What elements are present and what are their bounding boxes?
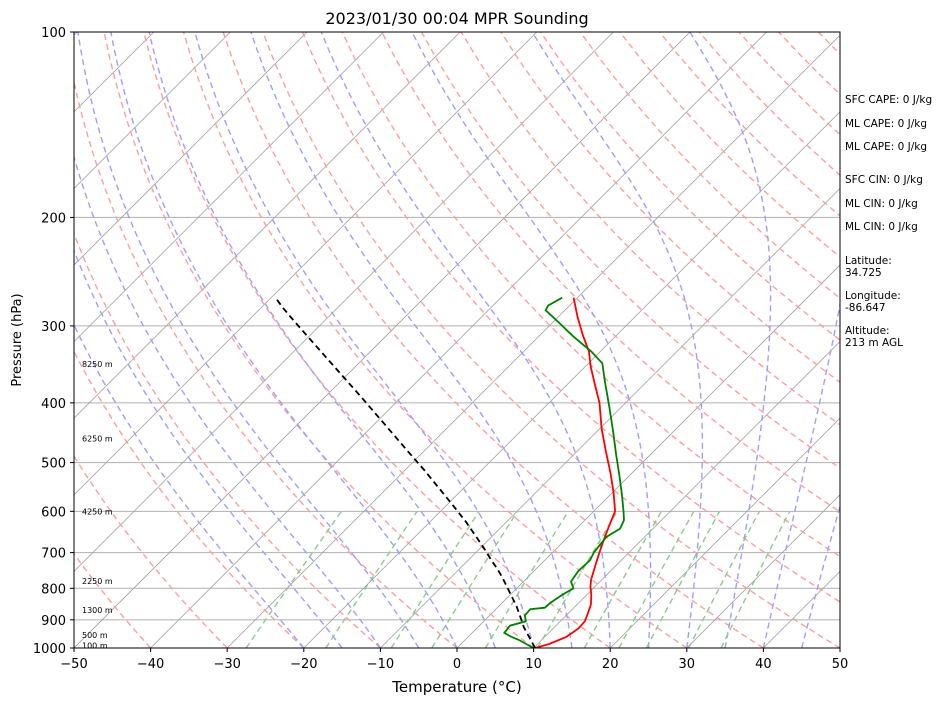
y-axis: 100 200 300 400 500 600 700 800 900 1000 <box>33 26 74 657</box>
x-tick-label: 20 <box>602 657 619 672</box>
moist-adiabat-line <box>148 32 496 648</box>
mixing-ratio-line <box>720 510 791 648</box>
moist-adiabat-line <box>411 32 652 648</box>
isotherm-line <box>686 494 840 648</box>
isotherm-line <box>0 32 1 648</box>
sounding-lines <box>275 296 625 648</box>
height-label: 100 m <box>82 641 108 650</box>
x-tick-label: 30 <box>679 657 696 672</box>
moist-adiabat-line <box>762 301 840 648</box>
moist-adiabat-line <box>250 32 573 648</box>
moist-adiabat-line <box>74 248 343 648</box>
mixing-ratio-line <box>536 510 618 648</box>
x-tick-label: −10 <box>367 657 394 672</box>
height-label: 6250 m <box>82 435 113 444</box>
height-label: 4250 m <box>82 507 113 516</box>
moist-adiabat-line <box>110 32 458 648</box>
mixing-ratio-line <box>688 510 761 648</box>
x-tick-label: 10 <box>525 657 542 672</box>
moist-adiabat-line <box>689 32 772 648</box>
height-label: 2250 m <box>82 577 113 586</box>
isotherm-line <box>456 264 840 648</box>
height-label: 1300 m <box>82 606 113 615</box>
isotherm-line <box>74 32 461 419</box>
isotherm-line <box>74 32 538 496</box>
dry-adiabat-line <box>103 32 535 648</box>
mixing-ratio-line <box>618 510 695 648</box>
info-altitude: Altitude: 213 m AGL <box>845 325 903 349</box>
mixing-ratio-line <box>390 510 480 648</box>
x-tick-label: 40 <box>755 657 772 672</box>
moist-adiabat-line <box>801 504 840 648</box>
mixing-ratio-line <box>583 510 663 648</box>
temperature-line <box>534 297 617 648</box>
x-tick-label: 50 <box>832 657 849 672</box>
y-tick-label: 400 <box>41 397 66 412</box>
isotherm-line <box>303 111 840 648</box>
y-tick-label: 1000 <box>33 642 66 657</box>
chart-title: 2023/01/30 00:04 MPR Sounding <box>325 9 588 28</box>
isotherm-line <box>74 32 308 266</box>
info-longitude: Longitude: -86.647 <box>845 290 901 314</box>
moist-adiabat-line <box>194 32 535 648</box>
info-ml-cape: ML CAPE: 0 J/kg <box>845 118 928 130</box>
x-axis: −50 −40 −30 −20 −10 0 10 20 30 40 50 <box>60 648 848 672</box>
isotherm-line <box>609 417 840 648</box>
plot-frame <box>73 31 841 649</box>
y-tick-label: 100 <box>41 26 66 41</box>
dry-adiabat-line <box>74 231 381 648</box>
x-tick-label: −40 <box>137 657 164 672</box>
moist-adiabat-line <box>320 32 611 648</box>
mixing-ratio-line <box>325 510 418 648</box>
x-axis-title: Temperature (°C) <box>391 678 521 696</box>
isotherm-line <box>74 32 614 572</box>
isotherm-line <box>74 32 231 189</box>
isotherm-line <box>150 32 767 648</box>
background-lines <box>0 32 840 648</box>
y-axis-title: Pressure (hPa) <box>10 293 25 386</box>
dewpoint-line <box>502 296 625 648</box>
mixing-ratio-line <box>245 510 342 648</box>
mixing-ratio-line <box>431 510 519 648</box>
info-ml-cin-2: ML CIN: 0 J/kg <box>845 221 918 233</box>
parcel-line <box>275 298 536 648</box>
y-tick-label: 200 <box>41 211 66 226</box>
moist-adiabat-line <box>77 32 420 648</box>
y-tick-label: 600 <box>41 505 66 520</box>
isotherm-line <box>533 341 840 648</box>
x-tick-label: 0 <box>453 657 461 672</box>
height-label: 500 m <box>82 631 108 640</box>
mixing-ratio-line <box>484 510 569 648</box>
dry-adiabat-line <box>182 32 688 648</box>
y-tick-label: 700 <box>41 547 66 562</box>
info-sfc-cin: SFC CIN: 0 J/kg <box>845 174 923 186</box>
dry-adiabat-line <box>262 32 840 648</box>
dry-adiabat-line <box>222 32 764 648</box>
info-ml-cin: ML CIN: 0 J/kg <box>845 198 918 210</box>
x-tick-label: −30 <box>213 657 240 672</box>
info-sfc-cape: SFC CAPE: 0 J/kg <box>845 94 933 106</box>
moist-adiabat-line <box>531 32 704 648</box>
y-tick-label: 500 <box>41 457 66 472</box>
info-latitude: Latitude: 34.725 <box>845 255 892 279</box>
info-ml-cape-2: ML CAPE: 0 J/kg <box>845 141 928 153</box>
y-tick-label: 800 <box>41 582 66 597</box>
mixing-ratio-line <box>645 510 721 648</box>
y-tick-label: 300 <box>41 320 66 335</box>
dry-adiabat-line <box>143 32 611 648</box>
dry-adiabat-line <box>74 349 305 648</box>
moist-adiabat-line <box>74 154 381 648</box>
x-tick-label: −50 <box>60 657 87 672</box>
dry-adiabat-line <box>74 454 228 648</box>
height-label: 8250 m <box>82 360 113 369</box>
isotherm-line <box>226 34 840 648</box>
isotherm-line <box>74 32 691 648</box>
isotherm-line <box>74 32 384 343</box>
x-tick-label: −20 <box>290 657 317 672</box>
dry-adiabat-line <box>74 79 458 648</box>
dry-adiabat-line <box>579 32 840 300</box>
y-tick-label: 900 <box>41 614 66 629</box>
